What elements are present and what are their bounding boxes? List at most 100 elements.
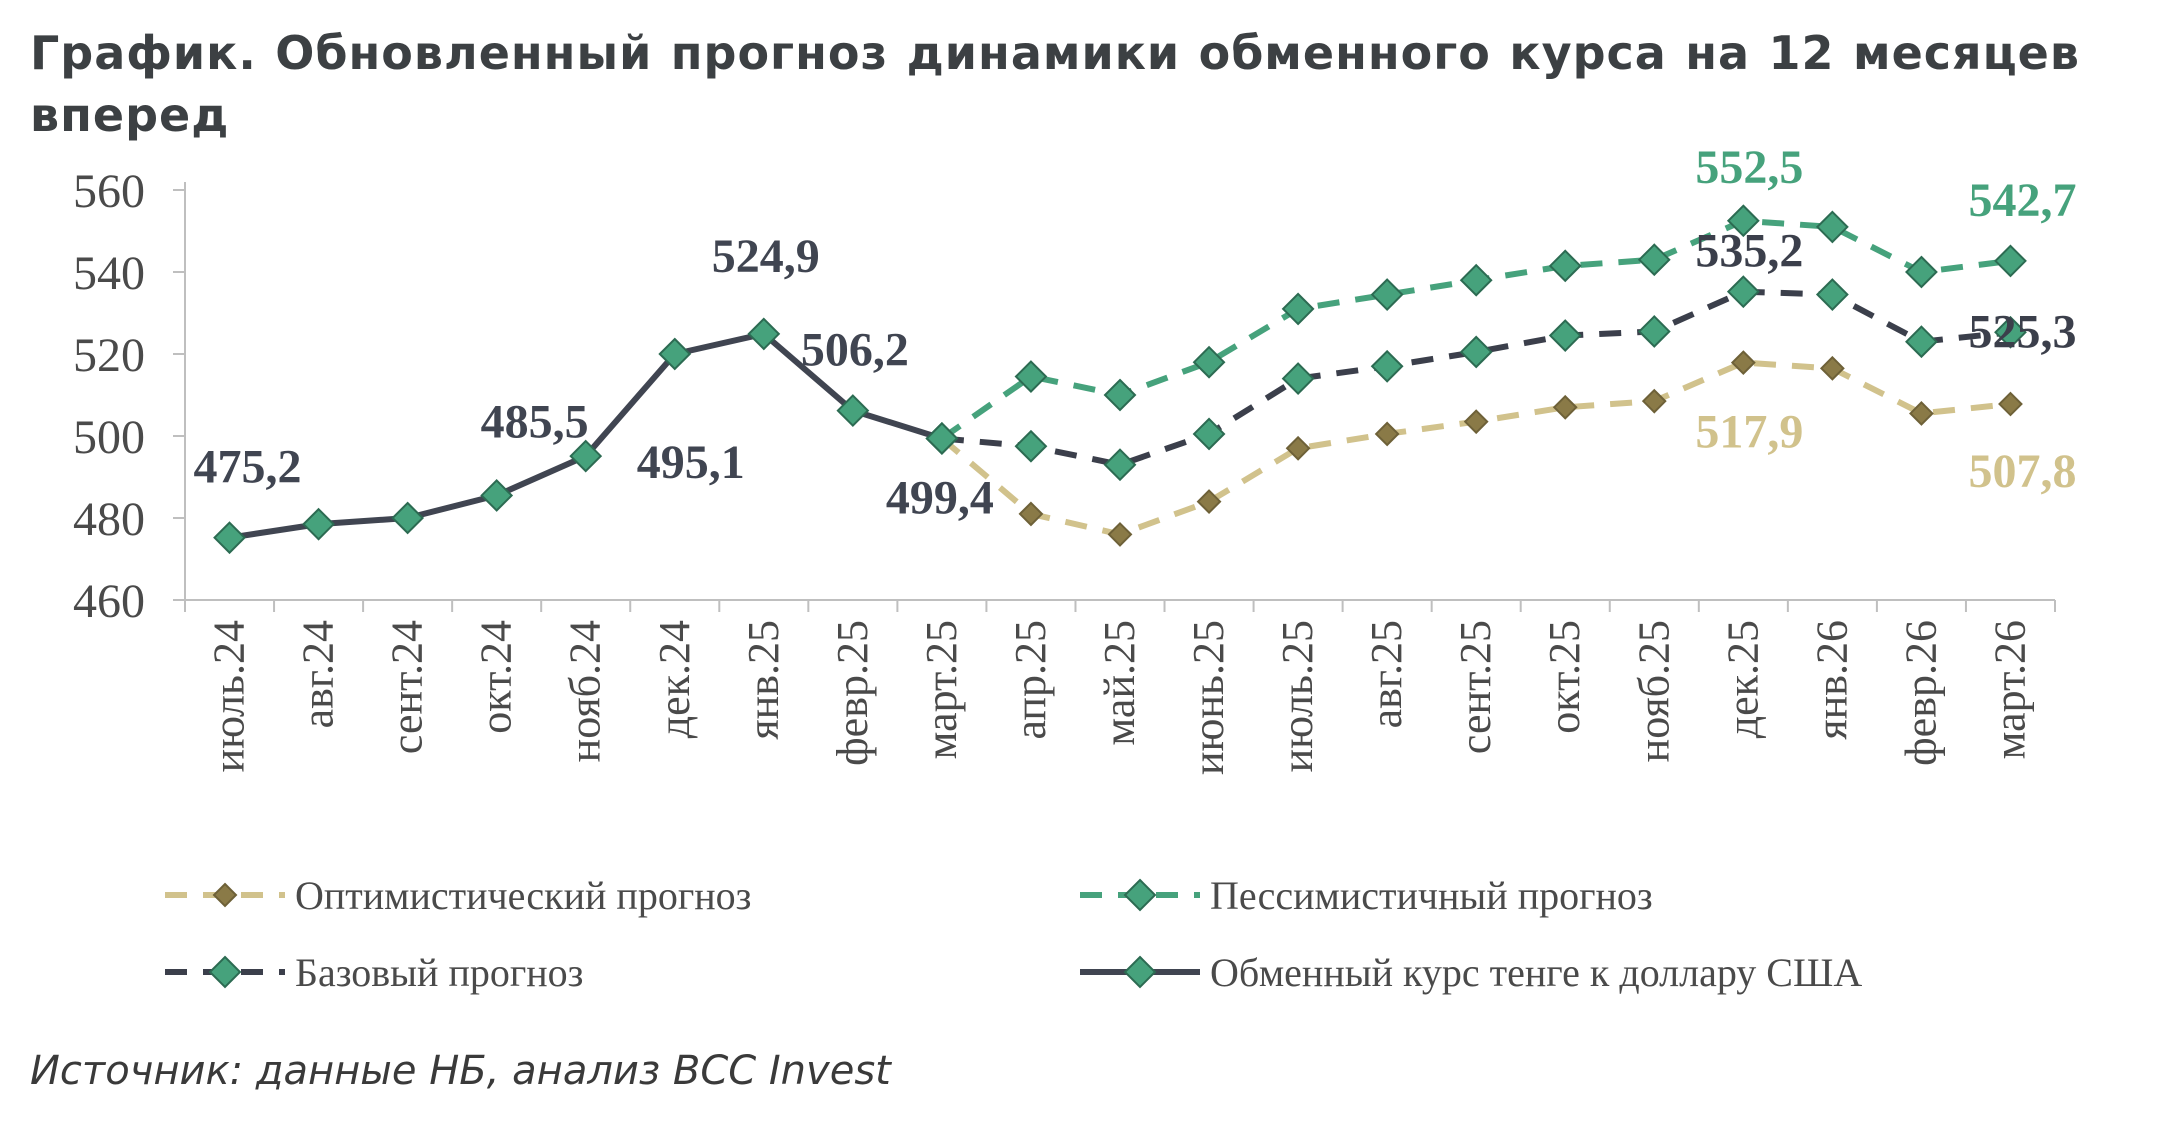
- y-tick-label: 500: [73, 411, 145, 464]
- data-point-pessimistic: [1815, 210, 1849, 244]
- series-line-optimistic: [939, 359, 2011, 538]
- data-point-optimistic: [1374, 421, 1400, 447]
- data-point-base: [1548, 319, 1582, 352]
- data-label-actual: 506,2: [801, 324, 909, 377]
- data-point-optimistic: [1107, 521, 1133, 547]
- data-label-pessimistic: 542,7: [1968, 174, 2076, 227]
- x-tick-label: март.26: [1985, 620, 2034, 759]
- x-tick-label: май.25: [1095, 620, 1144, 746]
- chart-data-labels: 475,2 485,5 495,1 524,9 506,2 499,4 552,5 542,7…: [194, 141, 2077, 525]
- x-tick-label: янв.26: [1807, 620, 1856, 740]
- data-point-pessimistic: [1637, 243, 1671, 277]
- source-note: Источник: данные НБ, анализ BCC Invest: [30, 1048, 891, 1094]
- data-point-base: [1905, 325, 1938, 359]
- data-point-base: [1103, 448, 1137, 482]
- data-point-base: [1370, 349, 1404, 383]
- data-label-actual: 495,1: [637, 436, 745, 489]
- chart-series: [213, 204, 2027, 555]
- x-tick-label: июль.24: [205, 620, 254, 772]
- data-point-pessimistic: [1370, 278, 1404, 311]
- data-point-pessimistic: [1548, 249, 1582, 283]
- data-label-base: 525,3: [1968, 305, 2076, 358]
- data-label-optimistic: 517,9: [1695, 406, 1803, 459]
- data-point-actual: [836, 394, 870, 427]
- chart-axes: 460 480 500 520 540 560 июль.24 авг.24 сент.24 ок…: [73, 165, 2056, 775]
- x-tick-label: июль.25: [1273, 620, 1322, 772]
- data-point-optimistic: [1285, 435, 1311, 461]
- legend-label-base: Базовый прогноз: [295, 950, 583, 995]
- y-tick-label: 540: [73, 247, 145, 300]
- chart-legend: Оптимистический прогноз Пессимистичный пр…: [165, 873, 1862, 995]
- chart-title: График. Обновленный прогноз динамики обм…: [30, 26, 2080, 142]
- data-label-actual: 499,4: [886, 471, 994, 524]
- data-point-actual: [747, 317, 781, 351]
- data-point-actual: [925, 422, 959, 455]
- legend-marker-actual: [1123, 955, 1157, 989]
- x-tick-label: март.25: [917, 620, 966, 759]
- x-tick-label: нояб.25: [1629, 620, 1678, 762]
- data-label-actual: 524,9: [712, 230, 820, 283]
- data-point-optimistic: [1998, 391, 2023, 417]
- data-point-actual: [391, 501, 425, 535]
- data-point-base: [1014, 429, 1048, 463]
- data-point-pessimistic: [1459, 263, 1493, 297]
- data-point-optimistic: [1819, 355, 1845, 381]
- data-label-optimistic: 507,8: [1968, 445, 2076, 498]
- series-line-base: [941, 288, 2011, 468]
- series-line-pessimistic: [940, 217, 2011, 441]
- data-point-optimistic: [1463, 409, 1489, 435]
- legend-label-optimistic: Оптимистический прогноз: [295, 873, 751, 918]
- x-tick-label: окт.24: [472, 620, 521, 734]
- data-label-pessimistic: 552,5: [1695, 141, 1803, 194]
- x-tick-label: февр.26: [1896, 620, 1945, 766]
- x-tick-label: авг.25: [1362, 620, 1411, 728]
- legend-marker-base: [208, 955, 242, 989]
- data-point-pessimistic: [1994, 244, 2027, 278]
- x-tick-label: нояб.24: [561, 620, 610, 762]
- data-point-actual: [213, 521, 246, 555]
- x-tick-label: июнь.25: [1184, 620, 1233, 775]
- x-tick-label: сент.25: [1451, 620, 1500, 754]
- data-point-actual: [480, 479, 514, 512]
- x-tick-label: авг.24: [294, 620, 343, 728]
- x-tick-label: сент.24: [383, 620, 432, 754]
- data-label-base: 535,2: [1695, 225, 1803, 278]
- data-point-pessimistic: [1905, 255, 1938, 289]
- data-label-actual: 485,5: [481, 395, 589, 448]
- legend-marker-optimistic: [212, 882, 238, 908]
- data-point-base: [1637, 315, 1671, 348]
- data-point-optimistic: [1552, 394, 1578, 420]
- data-point-pessimistic: [1281, 292, 1315, 326]
- data-point-base: [1192, 417, 1226, 451]
- data-point-base: [1815, 278, 1849, 311]
- data-point-base: [1726, 275, 1760, 309]
- data-point-base: [1281, 362, 1315, 396]
- data-label-actual: 475,2: [194, 441, 302, 494]
- x-tick-label: окт.25: [1540, 620, 1589, 734]
- data-point-pessimistic: [1103, 378, 1137, 412]
- y-tick-label: 520: [73, 329, 145, 382]
- data-point-pessimistic: [1192, 345, 1226, 379]
- data-point-actual: [302, 507, 335, 541]
- data-point-optimistic: [1909, 401, 1934, 426]
- y-tick-label: 480: [73, 493, 145, 546]
- data-point-base: [1994, 315, 2027, 349]
- x-tick-label: дек.25: [1718, 620, 1767, 738]
- x-tick-label: апр.25: [1006, 620, 1055, 740]
- data-point-optimistic: [1196, 489, 1222, 515]
- data-point-pessimistic: [1014, 360, 1048, 393]
- data-point-optimistic: [1730, 350, 1756, 376]
- y-tick-label: 560: [73, 165, 145, 218]
- data-point-base: [1459, 335, 1493, 369]
- x-tick-label: февр.25: [828, 620, 877, 766]
- data-point-optimistic: [1641, 388, 1667, 414]
- x-tick-label: дек.24: [650, 620, 699, 738]
- data-point-optimistic: [1018, 501, 1044, 527]
- data-point-actual: [658, 337, 692, 371]
- legend-label-actual: Обменный курс тенге к доллару США: [1210, 950, 1862, 995]
- legend-marker-pessimistic: [1123, 878, 1157, 912]
- data-point-pessimistic: [1726, 204, 1760, 238]
- x-tick-label: янв.25: [739, 620, 788, 740]
- y-tick-label: 460: [73, 575, 145, 628]
